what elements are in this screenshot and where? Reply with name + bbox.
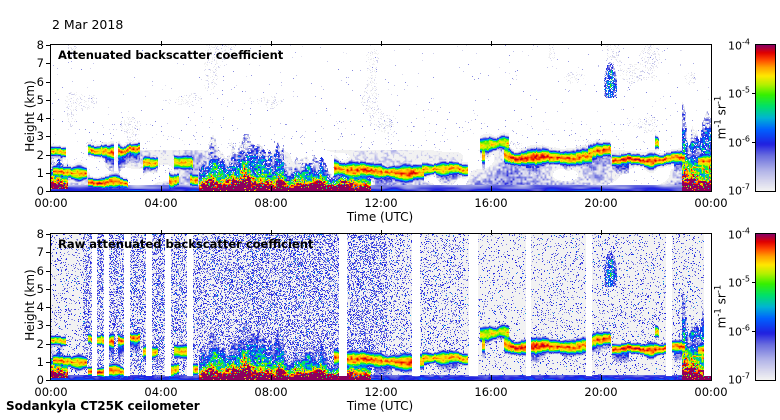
y-tick-mark — [46, 81, 51, 83]
x-tick-mark — [491, 186, 492, 191]
x-tick-label: 12:00 — [364, 196, 398, 210]
y-tick-mark — [46, 380, 51, 381]
colorbar-tick-label: 10-6 — [728, 323, 750, 338]
heatmap-canvas-attenuated — [51, 45, 711, 191]
x-tick-label: 16:00 — [474, 196, 508, 210]
x-axis-title: Time (UTC) — [346, 399, 414, 413]
x-tick-label: 00:00 — [34, 385, 68, 399]
colorbar-tick-label: 10-5 — [728, 86, 750, 101]
y-tick-label: 4 — [36, 300, 44, 314]
x-tick-label: 16:00 — [474, 385, 508, 399]
colorbar-top: 10-7 10-6 10-5 10-4 m-1 sr-1 — [714, 38, 776, 197]
y-tick-mark — [46, 361, 51, 363]
x-tick-mark-top — [381, 41, 382, 46]
x-tick-mark-top — [491, 41, 492, 46]
colorbar-tick-mark — [752, 282, 756, 284]
x-tick-mark-top — [161, 230, 162, 235]
x-tick-mark-top — [381, 230, 382, 235]
x-tick-mark-top — [491, 230, 492, 235]
y-tick-label: 3 — [36, 318, 44, 333]
footer-caption: Sodankyla CT25K ceilometer — [6, 399, 200, 413]
x-tick-label: 00:00 — [34, 196, 68, 210]
x-tick-mark — [601, 375, 602, 380]
colorbar-tick-label: 10-7 — [728, 371, 750, 387]
x-tick-label: 04:00 — [144, 385, 178, 399]
x-tick-label: 12:00 — [364, 385, 398, 399]
y-tick-label: 6 — [36, 74, 44, 89]
y-tick-label: 1 — [36, 354, 44, 369]
y-axis-title: Height (km) — [23, 80, 37, 152]
y-tick-label: 5 — [36, 92, 44, 107]
x-tick-label: 04:00 — [144, 196, 178, 210]
colorbar-gradient-top — [756, 45, 775, 191]
x-tick-mark — [161, 186, 162, 191]
y-tick-mark — [46, 270, 51, 272]
x-tick-label: 08:00 — [254, 196, 288, 210]
y-tick-mark — [46, 234, 51, 235]
y-tick-mark — [46, 325, 51, 327]
x-tick-label: 00:00 — [694, 385, 728, 399]
colorbar-gradient-bottom — [756, 234, 775, 380]
x-axis-title: Time (UTC) — [346, 210, 414, 224]
heatmap-canvas-raw — [51, 234, 711, 380]
y-tick-label: 6 — [36, 263, 44, 278]
y-tick-mark — [46, 307, 51, 308]
y-tick-label: 7 — [36, 245, 44, 260]
x-tick-mark — [271, 375, 272, 380]
y-tick-mark — [46, 191, 51, 192]
y-tick-label: 7 — [36, 56, 44, 71]
x-tick-mark-top — [601, 41, 602, 46]
y-tick-label: 3 — [36, 129, 44, 144]
colorbar-tick-mark — [752, 330, 756, 332]
x-tick-mark-top — [271, 41, 272, 46]
x-tick-mark — [271, 186, 272, 191]
y-tick-label: 4 — [36, 111, 44, 125]
y-tick-mark — [46, 172, 51, 174]
y-tick-mark — [46, 99, 51, 101]
colorbar-unit-label: m-1 sr-1 — [713, 284, 729, 329]
colorbar-tick-mark — [752, 141, 756, 143]
x-tick-label: 20:00 — [584, 196, 618, 210]
colorbar-tick-label: 10-5 — [728, 275, 750, 290]
y-tick-mark — [46, 63, 51, 65]
x-tick-mark-top — [161, 41, 162, 46]
colorbar-unit-label: m-1 sr-1 — [713, 95, 729, 140]
x-tick-mark — [381, 186, 382, 191]
x-tick-label: 20:00 — [584, 385, 618, 399]
x-tick-label: 08:00 — [254, 385, 288, 399]
y-tick-label: 5 — [36, 281, 44, 296]
y-tick-label: 8 — [36, 38, 44, 52]
y-tick-label: 2 — [36, 147, 44, 162]
y-tick-mark — [46, 288, 51, 290]
x-tick-mark — [491, 375, 492, 380]
y-axis-title: Height (km) — [23, 269, 37, 341]
y-tick-mark — [46, 118, 51, 119]
x-tick-mark — [601, 186, 602, 191]
y-tick-mark — [46, 45, 51, 46]
y-tick-mark — [46, 154, 51, 156]
colorbar-tick-label: 10-4 — [728, 226, 750, 242]
x-tick-mark — [381, 375, 382, 380]
y-tick-label: 8 — [36, 227, 44, 241]
y-tick-mark — [46, 136, 51, 138]
y-tick-mark — [46, 252, 51, 254]
x-tick-mark-top — [601, 230, 602, 235]
y-tick-label: 0 — [36, 184, 44, 198]
colorbar-bottom: 10-7 10-6 10-5 10-4 m-1 sr-1 — [714, 227, 776, 386]
colorbar-tick-mark — [752, 93, 756, 95]
x-tick-label: 00:00 — [694, 196, 728, 210]
x-tick-mark — [161, 375, 162, 380]
colorbar-tick-label: 10-4 — [728, 37, 750, 53]
y-tick-mark — [46, 343, 51, 345]
date-label: 2 Mar 2018 — [52, 17, 124, 32]
y-tick-label: 2 — [36, 336, 44, 351]
panel-raw-attenuated-backscatter: Raw attenuated backscatter coefficient 0… — [34, 227, 727, 399]
x-tick-mark-top — [271, 230, 272, 235]
colorbar-tick-label: 10-6 — [728, 134, 750, 149]
colorbar-tick-label: 10-7 — [728, 182, 750, 198]
y-tick-label: 1 — [36, 165, 44, 180]
y-tick-label: 0 — [36, 373, 44, 387]
